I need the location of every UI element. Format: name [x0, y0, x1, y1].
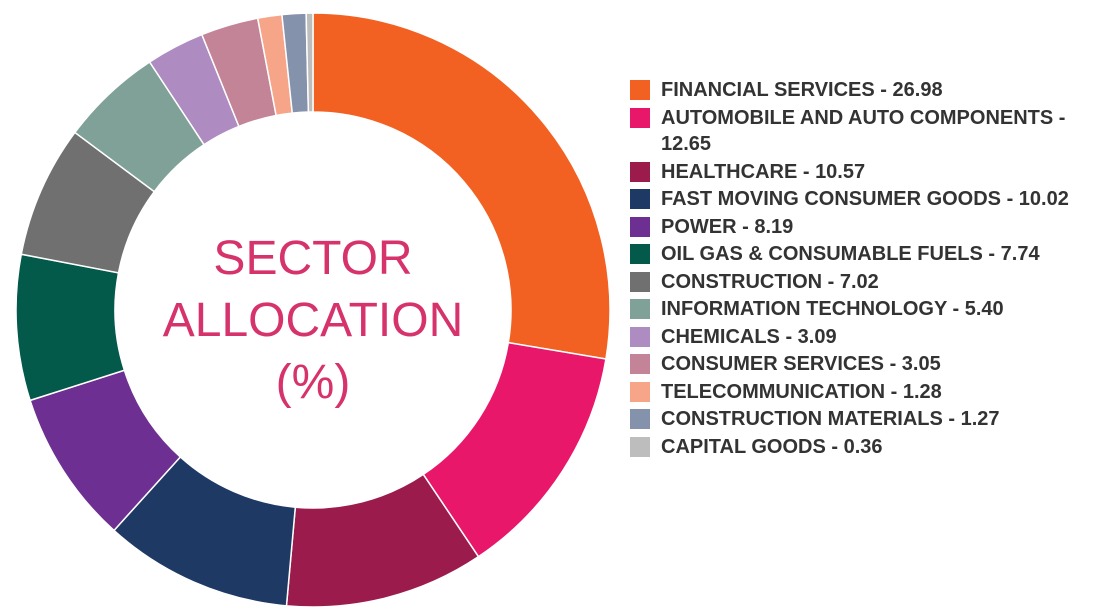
donut-slice: [305, 12, 314, 113]
legend-swatch: [630, 271, 650, 292]
legend-swatch: [630, 161, 650, 182]
legend-entry: CAPITAL GOODS - 0.36: [630, 434, 1100, 461]
legend-entry: CHEMICALS - 3.09: [630, 324, 1100, 351]
legend-label: CONSTRUCTION - 7.02: [661, 270, 879, 293]
legend-label: FAST MOVING CONSUMER GOODS - 10.02: [661, 188, 1069, 210]
legend-entry: TELECOMMUNICATION - 1.28: [630, 379, 1100, 406]
legend-swatch: [630, 107, 650, 128]
legend-entry: CONSTRUCTION - 7.02: [630, 269, 1100, 296]
legend-entry: POWER - 8.19: [630, 214, 1100, 241]
legend-label: FINANCIAL SERVICES - 26.98: [661, 79, 943, 101]
legend-label: TELECOMMUNICATION - 1.28: [661, 380, 942, 403]
legend-label: HEALTHCARE - 10.57: [661, 160, 866, 183]
legend-swatch: [630, 189, 650, 209]
legend-swatch: [630, 299, 650, 319]
legend-label: CAPITAL GOODS - 0.36: [661, 435, 883, 458]
legend-label: INFORMATION TECHNOLOGY - 5.40: [661, 298, 1004, 320]
legend-label: CHEMICALS - 3.09: [661, 325, 837, 348]
legend-entry: OIL GAS & CONSUMABLE FUELS - 7.74: [630, 241, 1100, 268]
legend-swatch: [630, 244, 650, 264]
legend-entry: FAST MOVING CONSUMER GOODS - 10.02: [630, 186, 1100, 213]
legend-entry: AUTOMOBILE AND AUTO COMPONENTS - 12.65: [630, 105, 1100, 158]
legend-entry: HEALTHCARE - 10.57: [630, 159, 1100, 186]
chart-title: SECTOR ALLOCATION (%): [162, 232, 464, 409]
legend-entry: CONSUMER SERVICES - 3.05: [630, 351, 1100, 378]
legend-swatch: [630, 354, 650, 374]
chart: [15, 12, 611, 608]
legend-entry: FINANCIAL SERVICES - 26.98: [630, 77, 1100, 104]
legend-swatch: [630, 80, 650, 100]
legend-swatch: [630, 216, 650, 237]
legend-label: CONSTRUCTION MATERIALS - 1.27: [661, 408, 1000, 430]
legend-entry: INFORMATION TECHNOLOGY - 5.40: [630, 296, 1100, 323]
legend-label: AUTOMOBILE AND AUTO COMPONENTS - 12.65: [661, 106, 1066, 156]
legend-label: CONSUMER SERVICES - 3.05: [661, 353, 941, 375]
legend-swatch: [630, 381, 650, 402]
legend-label: POWER - 8.19: [661, 215, 794, 238]
legend-swatch: [630, 326, 650, 347]
legend: FINANCIAL SERVICES - 26.98 AUTOMOBILE AND…: [630, 77, 1100, 461]
legend-label: OIL GAS & CONSUMABLE FUELS - 7.74: [661, 243, 1040, 265]
legend-swatch: [630, 436, 650, 457]
donut-slice: [312, 12, 611, 360]
legend-entry: CONSTRUCTION MATERIALS - 1.27: [630, 406, 1100, 433]
legend-swatch: [630, 409, 650, 429]
